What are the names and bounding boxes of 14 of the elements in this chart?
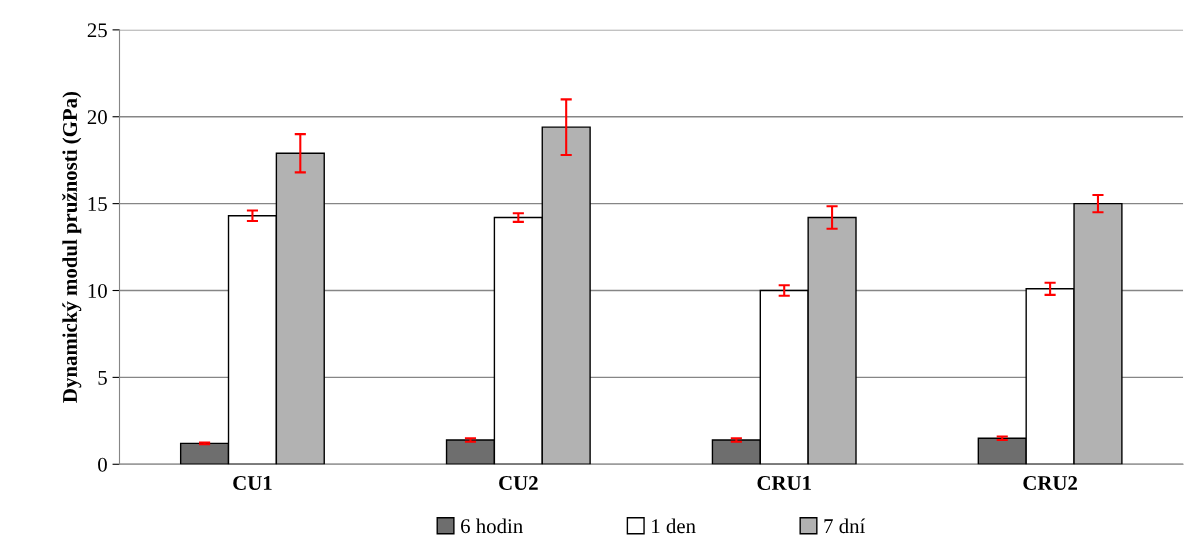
x-tick-label: CRU2 [1023,476,1077,491]
x-tick-label: CU2 [499,476,538,491]
y-tick-label: 25 [87,23,107,38]
legend-label: 1 den [652,518,696,534]
y-tick-label: 0 [98,457,107,472]
x-tick-label: CU1 [233,476,272,491]
y-tick-label: 10 [88,283,107,298]
y-axis-title: Dynamický modul pružnosti (GPa) [62,92,82,403]
y-tick-label: 15 [88,197,107,212]
x-tick-label: CRU1 [757,476,811,491]
y-tick-label: 5 [98,370,107,385]
y-tick-label: 20 [87,110,107,125]
legend-label: 7 dní [824,518,866,534]
legend-label: 6 hodin [461,518,523,534]
